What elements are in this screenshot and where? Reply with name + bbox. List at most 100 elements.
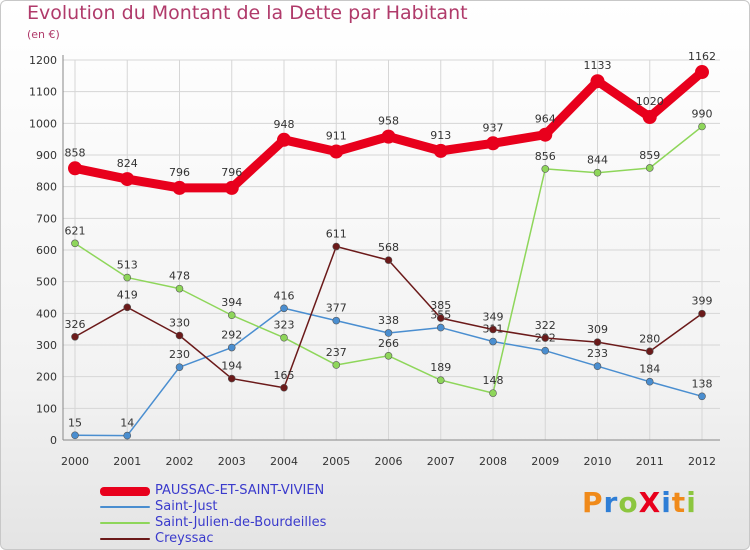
data-label: 913 — [430, 129, 451, 142]
data-point — [695, 65, 709, 80]
data-point — [123, 303, 132, 312]
data-point — [224, 180, 239, 195]
data-label: 184 — [639, 363, 660, 376]
data-point — [123, 273, 132, 282]
data-point — [71, 431, 79, 440]
data-label: 233 — [587, 347, 608, 360]
data-point — [541, 346, 550, 355]
data-point — [172, 180, 187, 195]
data-label: 377 — [326, 302, 347, 315]
data-label: 266 — [378, 337, 399, 350]
data-label: 937 — [483, 121, 504, 134]
data-point — [436, 314, 445, 322]
data-label: 478 — [169, 270, 190, 283]
data-point — [120, 172, 135, 187]
data-label: 148 — [483, 374, 504, 387]
data-label: 309 — [587, 323, 608, 336]
legend-item: Creyssac — [100, 531, 400, 548]
data-point — [698, 309, 706, 318]
logo-letter: t — [671, 486, 687, 519]
data-point — [280, 333, 288, 342]
data-label: 611 — [326, 228, 347, 241]
x-tick-label: 2012 — [688, 455, 716, 468]
legend-label: PAUSSAC-ET-SAINT-VIVIEN — [155, 483, 325, 498]
data-label: 394 — [221, 296, 242, 309]
chart-subtitle: (en €) — [27, 28, 60, 41]
data-point — [332, 242, 341, 251]
data-label: 621 — [65, 224, 86, 237]
data-label: 419 — [117, 288, 138, 301]
x-tick-label: 2000 — [61, 455, 89, 468]
data-point — [71, 239, 79, 248]
data-point — [175, 331, 184, 340]
data-point — [489, 325, 497, 334]
data-label: 138 — [692, 377, 713, 390]
data-point — [227, 374, 236, 383]
data-label: 1020 — [636, 95, 664, 108]
legend-label: Creyssac — [155, 531, 214, 546]
x-tick-label: 2008 — [479, 455, 507, 468]
x-tick-label: 2004 — [270, 455, 298, 468]
x-tick-label: 2005 — [322, 455, 350, 468]
data-label: 990 — [692, 108, 713, 121]
data-point — [593, 338, 602, 346]
data-label: 237 — [326, 346, 347, 359]
data-label: 189 — [430, 361, 451, 374]
data-point — [436, 323, 445, 332]
line-chart: 0 100 200 300 400 500 600 700 800 900 1000 1100 1200… — [29, 50, 720, 468]
y-tick-label: 800 — [36, 181, 57, 194]
data-label: 292 — [221, 329, 242, 342]
data-point — [123, 431, 132, 440]
y-tick-label: 900 — [36, 149, 57, 162]
data-point — [332, 361, 341, 369]
data-label: 399 — [692, 295, 713, 308]
data-point — [436, 376, 445, 384]
legend-item: PAUSSAC-ET-SAINT-VIVIEN — [100, 483, 400, 500]
data-point — [332, 316, 341, 325]
logo-letter: r — [603, 486, 619, 519]
data-label: 513 — [117, 259, 138, 272]
data-point — [541, 334, 550, 342]
data-label: 14 — [120, 417, 134, 430]
x-tick-label: 2007 — [427, 455, 455, 468]
data-label: 349 — [483, 310, 504, 323]
data-label: 911 — [326, 130, 347, 143]
data-point — [384, 329, 393, 337]
data-point — [384, 256, 393, 264]
data-point — [329, 144, 344, 159]
data-label: 796 — [221, 166, 242, 179]
data-point — [489, 337, 497, 346]
data-point — [227, 311, 236, 320]
data-label: 330 — [169, 317, 190, 330]
x-tick-label: 2010 — [584, 455, 612, 468]
y-tick-label: 1100 — [29, 86, 57, 99]
data-point — [486, 136, 500, 151]
legend-label: Saint-Julien-de-Bourdeilles — [155, 515, 327, 530]
data-label: 1162 — [688, 50, 716, 63]
data-label: 385 — [430, 299, 451, 312]
data-label: 858 — [65, 146, 86, 159]
data-point — [645, 347, 654, 356]
data-point — [175, 284, 184, 293]
y-tick-label: 1000 — [29, 117, 57, 130]
y-tick-label: 500 — [36, 276, 57, 289]
data-label: 230 — [169, 348, 190, 361]
logo-letter: P — [582, 486, 604, 519]
data-label: 338 — [378, 314, 399, 327]
logo-letter: i — [686, 486, 697, 519]
y-tick-label: 1200 — [29, 54, 57, 67]
data-point — [433, 143, 448, 158]
data-label: 194 — [221, 360, 242, 373]
data-point — [593, 168, 602, 177]
legend-label: Saint-Just — [155, 499, 218, 514]
logo-letter: o — [618, 486, 639, 519]
data-point — [280, 383, 288, 392]
data-label: 958 — [378, 115, 399, 128]
legend-swatch — [100, 486, 150, 496]
y-tick-label: 700 — [36, 212, 57, 225]
data-label: 280 — [639, 332, 660, 345]
data-label: 323 — [274, 319, 295, 332]
logo-letter: X — [638, 486, 662, 519]
data-point — [698, 122, 706, 131]
data-label: 844 — [587, 154, 608, 167]
